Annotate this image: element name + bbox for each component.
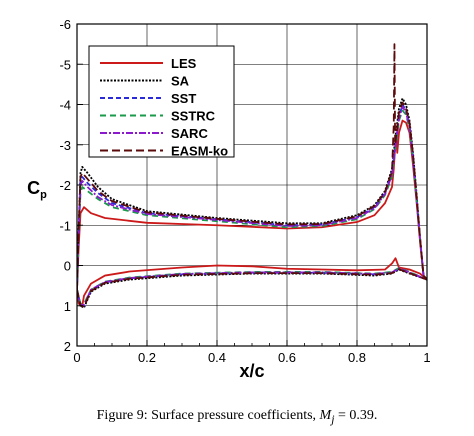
y-axis-title-subscript: p xyxy=(40,189,47,201)
x-tick-label: 0.8 xyxy=(348,350,366,365)
y-tick-label: -2 xyxy=(59,178,71,193)
caption-math-rest: = 0.39. xyxy=(334,408,378,423)
series-easm-ko-upper-surface xyxy=(77,43,427,290)
legend-label-sa: SA xyxy=(171,74,190,89)
y-tick-label: 2 xyxy=(64,339,71,354)
y-tick-label: -4 xyxy=(59,98,71,113)
y-axis-title-main: C xyxy=(27,178,40,198)
y-tick-label: -3 xyxy=(59,138,71,153)
caption-math-sub: j xyxy=(331,412,335,426)
y-axis-title: Cp xyxy=(27,178,47,201)
x-tick-label: 0.2 xyxy=(138,350,156,365)
figure-caption: Figure 9: Surface pressure coefficients,… xyxy=(0,408,474,426)
legend-label-sarc: SARC xyxy=(171,126,208,141)
y-tick-label: -5 xyxy=(59,57,71,72)
y-tick-label: -1 xyxy=(59,218,71,233)
caption-prefix: Figure 9: Surface pressure coefficients, xyxy=(96,408,320,423)
legend-label-les: LES xyxy=(171,56,197,71)
x-tick-label: 0 xyxy=(73,350,80,365)
x-tick-label: 0.6 xyxy=(278,350,296,365)
y-tick-label: 1 xyxy=(64,299,71,314)
legend-label-sst: SST xyxy=(171,91,196,106)
caption-math-var: M xyxy=(319,408,332,423)
ticks: 0 0.2 0.4 0.6 0.8 1 -6 -5 -4 -3 -2 -1 0 1 2 xyxy=(59,17,430,365)
series-les-lower-surface xyxy=(77,257,427,307)
y-tick-label: 0 xyxy=(64,259,71,274)
series-sarc-lower-surface xyxy=(77,267,427,306)
pressure-coefficient-chart: 0 0.2 0.4 0.6 0.8 1 -6 -5 -4 -3 -2 -1 0 1 2 LES SA SST SS… xyxy=(27,17,430,381)
legend-box xyxy=(88,45,235,158)
x-tick-label: 1 xyxy=(423,350,430,365)
x-tick-label: 0.4 xyxy=(208,350,226,365)
curves xyxy=(77,43,427,309)
legend-label-sstrc: SSTRC xyxy=(171,109,216,124)
legend-label-easm-ko: EASM-ko xyxy=(171,144,228,159)
legend: LES SA SST SSTRC SARC EASM-ko xyxy=(88,45,235,159)
y-tick-label: -6 xyxy=(59,17,71,32)
x-axis-title: x/c xyxy=(239,361,264,381)
